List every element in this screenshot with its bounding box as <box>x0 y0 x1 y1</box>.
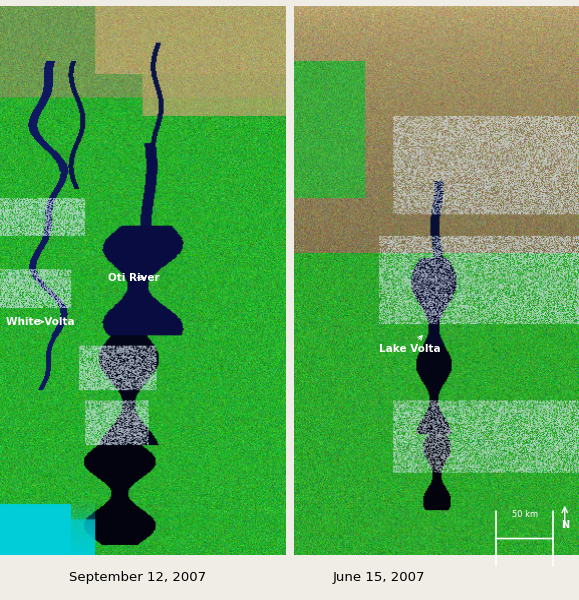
Text: Lake Volta: Lake Volta <box>379 335 441 354</box>
Text: White Volta: White Volta <box>6 317 74 326</box>
Text: Oti River: Oti River <box>108 273 160 283</box>
Text: 50 km: 50 km <box>512 511 538 520</box>
Text: June 15, 2007: June 15, 2007 <box>333 571 426 584</box>
Text: N: N <box>560 520 569 530</box>
Text: September 12, 2007: September 12, 2007 <box>69 571 207 584</box>
